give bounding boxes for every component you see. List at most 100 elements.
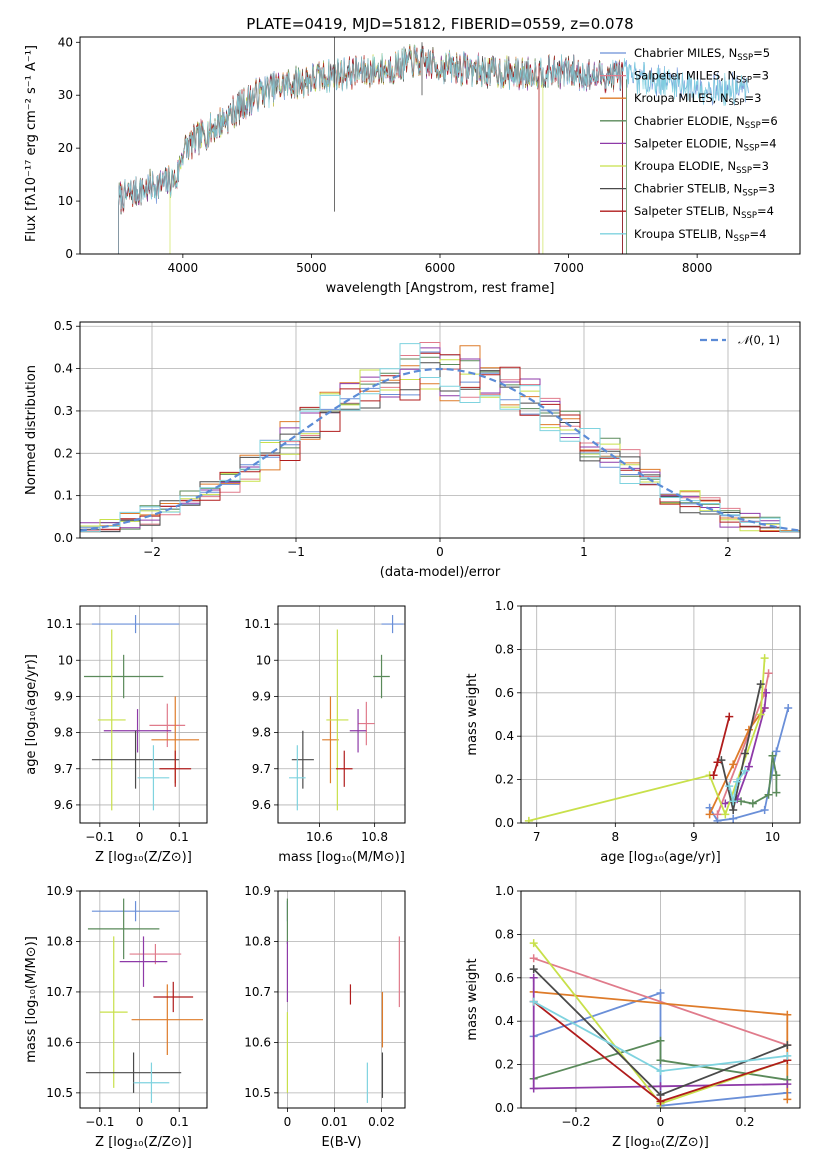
weight-marker [764,669,773,678]
weight-marker [656,988,665,997]
y-tick-label: 0.4 [495,729,514,743]
axes-frame [277,890,406,1109]
legend-count: =6 [761,114,778,128]
plot-area [286,898,400,1103]
x-tick-label: 5000 [296,261,327,275]
y-axis-label: mass [log₁₀(M/M⊙)] [24,936,39,1063]
weight-marker [656,1067,665,1076]
weight-marker [783,1041,792,1050]
weight-marker [656,1082,665,1091]
x-tick-label: 0.1 [170,1115,189,1129]
x-tick-label: 2 [724,545,732,559]
y-tick-label: 9.8 [54,726,73,740]
legend-count: =3 [752,159,769,173]
y-tick-label: 10.8 [46,934,73,948]
legend-subscript: SSP [734,234,750,244]
legend-label: Chabrier ELODIE, N [634,114,745,128]
weight-marker [772,747,781,756]
y-tick-label: 1.0 [495,599,514,613]
x-tick-label: −0.2 [561,1115,590,1129]
weight-marker [740,766,749,775]
y-tick-label: 0.2 [54,446,73,460]
weight-marker [529,965,538,974]
y-tick-label: 0 [65,247,73,261]
x-axis-label: mass [log₁₀(M/M⊙)] [278,850,405,865]
weight-marker [713,810,722,819]
x-tick-label: 0.1 [170,830,189,844]
y-axis-label: age [log₁₀(age/yr)] [24,654,39,775]
axes-frame [79,605,208,824]
mass-weight-vs-metallicity-panel: −0.2 0 0.2 0.0 0.2 0.4 0.6 0.8 1.0 Z [log₁₀(Z/Z⊙)… [465,884,801,1150]
weight-marker [748,799,757,808]
legend-subscript: SSP [736,166,752,176]
plot-area [529,939,792,1108]
axes-frame [520,605,801,824]
age-vs-metallicity-panel: −0.1 0 0.1 9.6 9.7 9.8 9.9 10 10.1 Z [log₁₀(Z/Z⊙)… [24,605,208,865]
legend-label: Salpeter ELODIE, N [634,136,744,150]
histogram-8 [80,343,800,538]
y-tick-label: 0.2 [495,1058,514,1072]
x-tick-label: 4000 [168,261,199,275]
legend-label: Kroupa STELIB, N [634,227,734,241]
y-tick-label: 10 [58,653,73,667]
y-tick-label: 10.6 [46,1035,73,1049]
y-axis-label: mass weight [465,673,480,755]
x-tick-label: 0.02 [368,1115,395,1129]
legend-entry: Kroupa STELIB, NSSP=4 [634,227,766,244]
x-tick-label: 8000 [682,261,713,275]
weight-marker [709,771,718,780]
axes-frame [79,890,208,1109]
weight-marker [764,790,773,799]
y-tick-label: 0.6 [495,686,514,700]
weight-marker [705,810,714,819]
legend-subscript: SSP [741,211,757,221]
weight-marker [783,1051,792,1060]
legend-count: =3 [758,182,775,196]
legend-args: (0, 1) [749,333,780,347]
x-tick-label: 1 [580,545,588,559]
weight-marker [529,954,538,963]
x-axis-label: Z [log₁₀(Z/Z⊙)] [95,1135,192,1150]
weight-marker [529,1084,538,1093]
weight-marker [524,816,533,823]
weight-marker [529,939,538,948]
weight-marker [762,688,771,697]
x-tick-label: 0 [436,545,444,559]
x-tick-label: 0 [284,1115,292,1129]
legend-entry: Chabrier STELIB, NSSP=3 [634,182,775,199]
x-tick-label: 0 [136,1115,144,1129]
y-tick-label: 10 [256,653,271,667]
y-axis-label: Flux [fλ10⁻¹⁷ erg cm⁻² s⁻¹ A⁻¹] [24,45,39,242]
legend-label: Chabrier MILES, N [634,46,737,60]
x-axis-label: E(B-V) [321,1135,361,1150]
legend-label: Kroupa ELODIE, N [634,159,736,173]
x-axis-label: Z [log₁₀(Z/Z⊙)] [95,850,192,865]
spectrum-panel: 4000 5000 6000 7000 8000 0 10 20 30 40 wavelength … [24,15,801,296]
x-tick-label: 10 [765,830,780,844]
y-tick-label: 20 [58,141,73,155]
y-tick-label: 0.3 [54,404,73,418]
weight-line-8 [728,770,746,802]
x-tick-label: 0 [136,830,144,844]
y-tick-label: 10.1 [46,617,73,631]
weight-marker [756,680,765,689]
y-tick-label: 10.5 [46,1086,73,1100]
plot-area [80,342,800,538]
y-tick-label: 0.0 [495,1101,514,1115]
x-tick-label: 10.8 [361,830,388,844]
x-tick-label: −0.1 [85,1115,114,1129]
weight-marker [740,749,749,758]
legend-count: =4 [749,227,766,241]
x-tick-label: 0.2 [735,1115,754,1129]
x-tick-label: 0.01 [321,1115,348,1129]
weight-marker [772,788,781,797]
plot-area [289,615,404,811]
weight-marker [783,1080,792,1089]
y-axis-label: mass weight [465,958,480,1040]
y-axis-label: Normed distribution [24,365,39,495]
spectrum-line-8 [118,45,749,254]
weight-marker [729,797,738,806]
x-tick-label: 8 [611,830,619,844]
y-tick-label: 0.4 [54,362,73,376]
